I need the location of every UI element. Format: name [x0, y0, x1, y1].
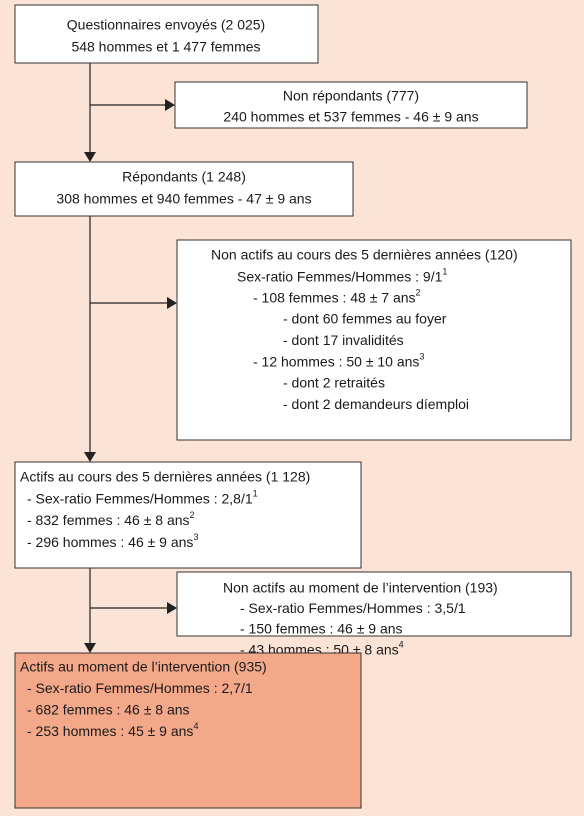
node: Non actifs au moment de l’intervention (…: [176, 571, 572, 657]
footnote-mark: 4: [193, 722, 198, 732]
line-text: - Sex-ratio Femmes/Hommes : 2,8/1: [27, 490, 253, 506]
arrowhead: [84, 152, 96, 162]
node-line: 548 hommes et 1 477 femmes: [71, 39, 260, 55]
line-text: - 12 hommes : 50 ± 10 ans: [253, 353, 419, 369]
node-line: Actifs au cours des 5 dernières années (…: [20, 469, 310, 485]
connectors: [84, 63, 177, 653]
node-box: [174, 81, 528, 129]
node-line: Non actifs au moment de l’intervention (…: [223, 580, 498, 596]
node-line: - 832 femmes : 46 ± 8 ans2: [27, 511, 195, 528]
node-line: Non répondants (777): [283, 88, 419, 104]
footnote-mark: 3: [193, 532, 198, 542]
node-line: - 253 hommes : 45 ± 9 ans4: [27, 722, 198, 739]
node-line: - 108 femmes : 48 ± 7 ans2: [253, 288, 421, 305]
line-text: - 296 hommes : 46 ± 9 ans: [27, 534, 193, 550]
arrowhead: [84, 452, 96, 462]
arrowhead: [167, 297, 177, 309]
node-box: [14, 4, 319, 64]
line-text: - 832 femmes : 46 ± 8 ans: [27, 512, 190, 528]
footnote-mark: 1: [442, 267, 447, 277]
node-box: [176, 571, 572, 637]
node-box: [14, 652, 362, 809]
node: Non répondants (777) 240 hommes et 537 fe…: [174, 81, 528, 129]
node-line: Questionnaires envoyés (2 025): [67, 17, 265, 33]
node: Actifs au cours des 5 dernières années (…: [14, 461, 362, 569]
node-line: - Sex-ratio Femmes/Hommes : 3,5/1: [240, 600, 466, 616]
arrowhead: [165, 99, 175, 111]
node-box: [14, 161, 354, 217]
node: Questionnaires envoyés (2 025) 548 hommes…: [14, 4, 319, 64]
node-line: - 150 femmes : 46 ± 9 ans: [240, 621, 403, 637]
arrowhead: [167, 602, 177, 614]
node: Actifs au moment de l’intervention (935)…: [14, 652, 362, 809]
line-text: - 108 femmes : 48 ± 7 ans: [253, 289, 416, 305]
node-line: - Sex-ratio Femmes/Hommes : 2,8/11: [27, 489, 258, 506]
node-box: [14, 461, 362, 569]
node-line: Sex-ratio Femmes/Hommes : 9/11: [237, 267, 447, 284]
node-line: - Sex-ratio Femmes/Hommes : 2,7/1: [27, 680, 253, 696]
node-line: 240 hommes et 537 femmes - 46 ± 9 ans: [223, 109, 478, 125]
node-line: 308 hommes et 940 femmes - 47 ± 9 ans: [56, 191, 311, 207]
arrowhead: [84, 643, 96, 653]
node-line: - dont 17 invalidités: [283, 332, 404, 348]
node-line: - dont 2 demandeurs díemploi: [283, 396, 469, 412]
node-line: Actifs au moment de l’intervention (935): [20, 659, 267, 675]
footnote-mark: 2: [416, 288, 421, 298]
node-box: [176, 239, 572, 441]
node-line: Répondants (1 248): [122, 169, 246, 185]
node-line: - 12 hommes : 50 ± 10 ans3: [253, 352, 424, 369]
node-line: - 682 femmes : 46 ± 8 ans: [27, 702, 190, 718]
node: Répondants (1 248) 308 hommes et 940 femm…: [14, 161, 354, 217]
footnote-mark: 1: [253, 489, 258, 499]
line-text: Sex-ratio Femmes/Hommes : 9/1: [237, 268, 443, 284]
line-text: - 253 hommes : 45 ± 9 ans: [27, 723, 193, 739]
node-line: - dont 60 femmes au foyer: [283, 311, 447, 327]
footnote-mark: 2: [190, 511, 195, 521]
footnote-mark: 3: [419, 352, 424, 362]
node: Non actifs au cours des 5 dernières anné…: [176, 239, 572, 441]
footnote-mark: 4: [399, 640, 404, 650]
node-line: Non actifs au cours des 5 dernières anné…: [211, 247, 518, 263]
node-line: - 296 hommes : 46 ± 9 ans3: [27, 532, 198, 549]
node-line: - dont 2 retraités: [283, 375, 385, 391]
